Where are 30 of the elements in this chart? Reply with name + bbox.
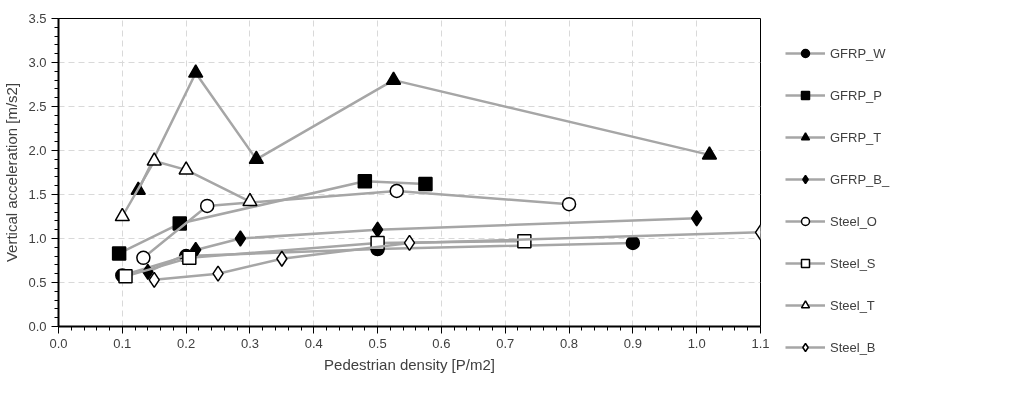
x-tick-label: 0.0 — [49, 335, 68, 351]
legend-label: GFRP_B_ — [830, 170, 890, 189]
y-tick-label: 1.5 — [28, 187, 47, 202]
x-tick-label: 0.2 — [177, 335, 196, 351]
x-tick-label: 0.4 — [304, 335, 323, 351]
x-tick-label: 1.1 — [751, 335, 770, 351]
legend-label: Steel_O — [830, 212, 877, 231]
legend-label: GFRP_W — [830, 44, 886, 63]
legend-label: GFRP_P — [830, 86, 883, 105]
x-axis-title: Pedestrian density [P/m2] — [324, 355, 495, 373]
y-tick-label: 2.5 — [28, 99, 47, 114]
x-tick-label: 0.5 — [368, 335, 387, 351]
legend-label: Steel_T — [830, 296, 875, 315]
y-tick-label: 2.0 — [28, 143, 47, 158]
legend-label: Steel_B — [830, 338, 876, 357]
y-axis-title: Vertical acceleration [m/s2] — [3, 82, 21, 263]
legend-label: GFRP_T — [830, 128, 882, 147]
x-tick-label: 0.3 — [240, 335, 259, 351]
x-tick-label: 1.0 — [687, 335, 706, 351]
x-tick-label: 0.7 — [496, 335, 515, 351]
x-tick-label: 0.6 — [432, 335, 451, 351]
y-tick-label: 1.0 — [28, 231, 47, 246]
legend-label: Steel_S — [830, 254, 876, 273]
y-tick-label: 0.0 — [28, 319, 47, 334]
y-tick-label: 3.0 — [28, 55, 47, 70]
x-tick-label: 0.1 — [113, 335, 132, 351]
x-tick-label: 0.9 — [623, 335, 642, 351]
x-tick-label: 0.8 — [560, 335, 579, 351]
y-tick-label: 3.5 — [28, 11, 47, 26]
y-tick-label: 0.5 — [28, 275, 47, 290]
